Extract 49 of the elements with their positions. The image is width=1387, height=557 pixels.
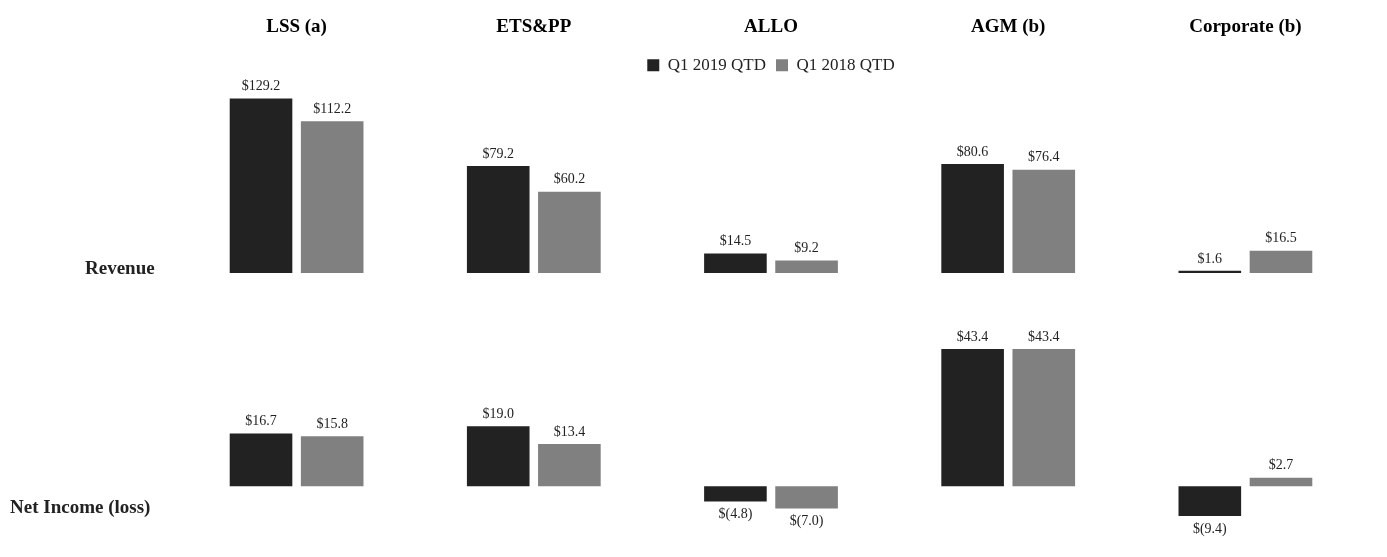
legend-label: Q1 2019 QTD xyxy=(667,54,766,74)
bar xyxy=(1249,250,1313,273)
bar xyxy=(1178,486,1242,517)
data-label: $80.6 xyxy=(956,143,989,159)
bar xyxy=(941,348,1004,487)
data-label: $79.2 xyxy=(482,145,514,161)
bar xyxy=(1012,348,1076,487)
bar xyxy=(466,426,530,487)
data-label: $(4.8) xyxy=(718,506,753,523)
data-label: $1.6 xyxy=(1197,250,1223,266)
data-label: $(9.4) xyxy=(1192,520,1228,537)
data-label: $112.2 xyxy=(313,101,352,117)
bar xyxy=(704,253,767,273)
y-axis-title: Net Income (loss) xyxy=(10,496,151,519)
data-label: $19.0 xyxy=(482,405,514,421)
x-tick-label: AGM (b) xyxy=(971,15,1046,38)
bar xyxy=(1249,477,1313,487)
bar xyxy=(229,433,293,487)
bar xyxy=(1178,270,1242,273)
data-label: $(7.0) xyxy=(789,513,824,530)
x-tick-label: LSS (a) xyxy=(266,15,327,38)
bar xyxy=(466,165,530,273)
x-tick-label: ALLO xyxy=(744,15,798,37)
data-label: $60.2 xyxy=(553,171,586,187)
bar xyxy=(300,436,364,487)
bar xyxy=(775,486,838,509)
x-tick-label: Corporate (b) xyxy=(1189,15,1302,38)
data-label: $16.5 xyxy=(1265,230,1297,246)
data-label: $2.7 xyxy=(1268,457,1294,473)
bar xyxy=(1012,169,1076,273)
data-label: $15.8 xyxy=(316,415,348,431)
bar xyxy=(704,486,767,502)
data-label: $9.2 xyxy=(794,240,819,256)
data-label: $14.5 xyxy=(719,233,752,249)
bar xyxy=(775,260,838,273)
data-label: $16.7 xyxy=(245,413,277,429)
bar xyxy=(538,443,601,487)
x-tick-label: ETS&PP xyxy=(496,15,572,37)
bar xyxy=(941,164,1004,273)
y-axis-title: Revenue xyxy=(85,256,155,278)
legend-label: Q1 2018 QTD xyxy=(796,54,895,74)
bar xyxy=(229,98,293,273)
data-label: $13.4 xyxy=(553,423,586,439)
bar xyxy=(300,121,364,273)
bar xyxy=(538,191,601,273)
data-label: $43.4 xyxy=(1028,328,1060,344)
data-label: $129.2 xyxy=(241,78,281,94)
data-label: $76.4 xyxy=(1028,149,1060,165)
data-label: $43.4 xyxy=(956,328,989,344)
